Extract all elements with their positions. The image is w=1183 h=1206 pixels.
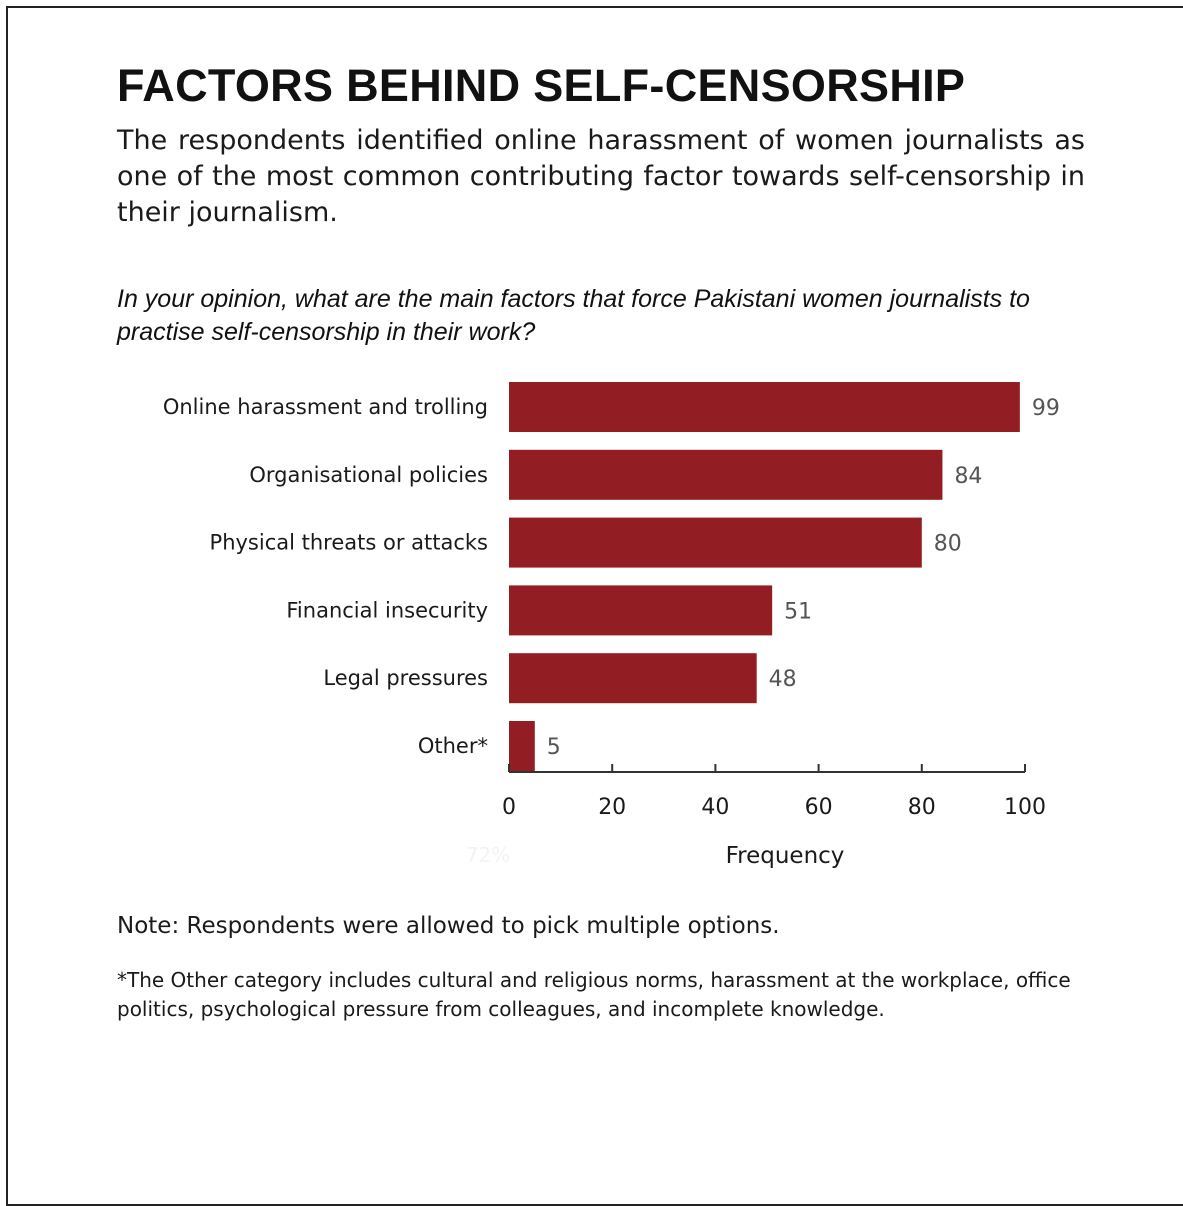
category-label: Legal pressures — [323, 666, 488, 690]
x-tick-label: 100 — [1004, 795, 1046, 820]
x-tick-label: 40 — [701, 795, 729, 820]
x-tick-label: 60 — [805, 795, 833, 820]
value-label: 48 — [769, 667, 797, 692]
note-text: Note: Respondents were allowed to pick m… — [117, 913, 780, 939]
category-label: Online harassment and trolling — [163, 395, 488, 419]
x-axis-title: Frequency — [726, 843, 845, 869]
bar — [509, 382, 1020, 432]
footnote-text: *The Other category includes cultural an… — [117, 968, 1071, 1021]
survey-question: In your opinion, what are the main facto… — [117, 285, 1030, 346]
bar — [509, 585, 773, 636]
value-label: 99 — [1032, 396, 1060, 421]
value-label: 51 — [784, 599, 812, 624]
value-label: 5 — [547, 735, 561, 760]
x-tick-label: 80 — [908, 795, 936, 820]
x-tick-label: 20 — [598, 795, 626, 820]
category-label: Physical threats or attacks — [210, 531, 488, 555]
value-label: 84 — [954, 464, 982, 489]
value-label: 80 — [934, 532, 962, 557]
bar-chart: Online harassment and trolling 99 Organisa… — [163, 382, 1060, 869]
x-axis: 0 20 40 60 80 100 — [502, 764, 1046, 820]
category-label: Organisational policies — [249, 463, 488, 487]
bar — [509, 449, 943, 500]
bars-layer: Online harassment and trolling 99 Organisa… — [163, 382, 1060, 771]
page-title: FACTORS BEHIND SELF-CENSORSHIP — [117, 60, 966, 111]
bar — [509, 653, 757, 704]
bar — [509, 517, 922, 568]
category-label: Financial insecurity — [286, 598, 488, 622]
category-label: Other* — [418, 734, 488, 758]
x-tick-label: 0 — [502, 795, 516, 820]
bar — [509, 721, 535, 771]
faint-percent-annotation: 72% — [466, 843, 510, 867]
intro-text: The respondents identified online harass… — [117, 125, 1085, 228]
